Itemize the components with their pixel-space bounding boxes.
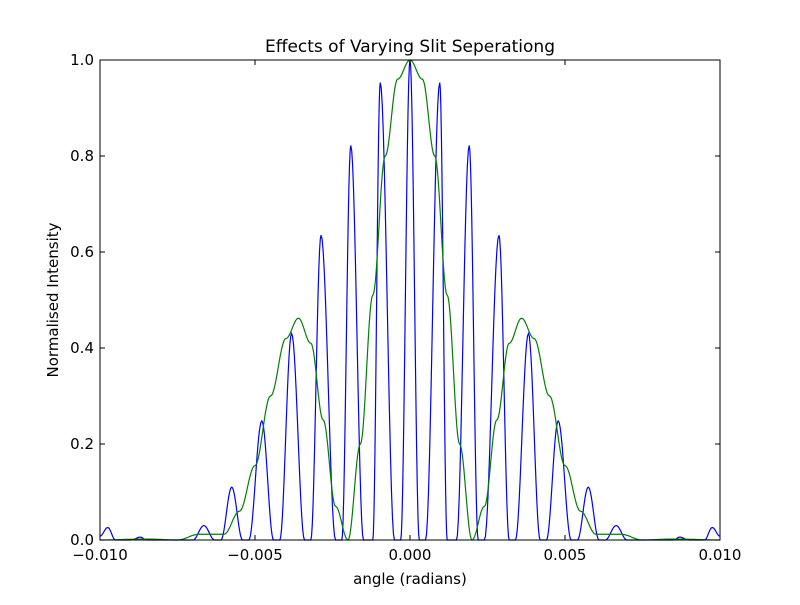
y-tick-label: 0.2 [70, 435, 94, 453]
y-tick-label: 0.6 [70, 243, 94, 261]
x-tick-label: −0.005 [227, 546, 283, 564]
y-tick-label: 1.0 [70, 51, 94, 69]
x-tick-label: 0.010 [699, 546, 742, 564]
y-tick-label: 0.0 [70, 531, 94, 549]
x-tick-label: −0.010 [72, 546, 128, 564]
y-axis: 0.0 0.2 0.4 0.6 0.8 1.0 [70, 51, 720, 549]
y-axis-label: Normalised Intensity [44, 222, 62, 377]
x-axis: −0.010 −0.005 0.000 0.005 0.010 [72, 60, 741, 564]
x-axis-label: angle (radians) [353, 570, 467, 588]
y-tick-label: 0.4 [70, 339, 94, 357]
chart-title: Effects of Varying Slit Seperationg [265, 37, 555, 57]
x-tick-label: 0.000 [389, 546, 432, 564]
x-tick-label: 0.005 [544, 546, 587, 564]
y-tick-label: 0.8 [70, 147, 94, 165]
